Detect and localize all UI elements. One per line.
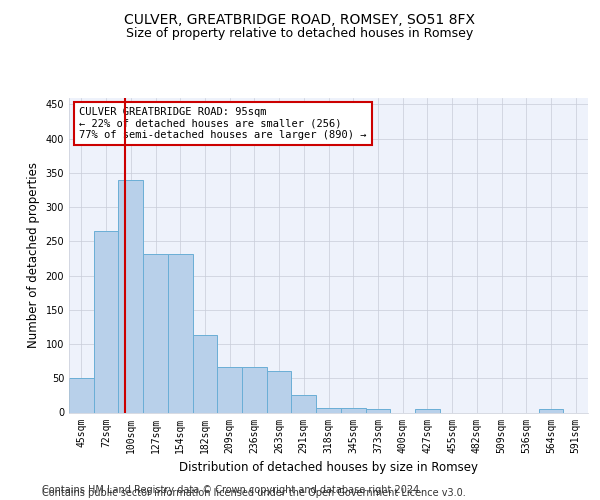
Text: Contains public sector information licensed under the Open Government Licence v3: Contains public sector information licen… — [42, 488, 466, 498]
Bar — [415, 409, 440, 412]
Y-axis label: Number of detached properties: Number of detached properties — [27, 162, 40, 348]
Bar — [539, 409, 563, 412]
Bar — [94, 231, 118, 412]
Bar — [168, 254, 193, 412]
Bar — [143, 254, 168, 412]
Text: CULVER GREATBRIDGE ROAD: 95sqm
← 22% of detached houses are smaller (256)
77% of: CULVER GREATBRIDGE ROAD: 95sqm ← 22% of … — [79, 107, 367, 140]
Bar — [316, 408, 341, 412]
Bar — [118, 180, 143, 412]
Bar — [69, 378, 94, 412]
Bar — [267, 370, 292, 412]
Text: Size of property relative to detached houses in Romsey: Size of property relative to detached ho… — [127, 28, 473, 40]
Bar — [341, 408, 365, 412]
Bar — [292, 396, 316, 412]
Text: CULVER, GREATBRIDGE ROAD, ROMSEY, SO51 8FX: CULVER, GREATBRIDGE ROAD, ROMSEY, SO51 8… — [125, 12, 476, 26]
Text: Contains HM Land Registry data © Crown copyright and database right 2024.: Contains HM Land Registry data © Crown c… — [42, 485, 422, 495]
X-axis label: Distribution of detached houses by size in Romsey: Distribution of detached houses by size … — [179, 461, 478, 474]
Bar — [193, 335, 217, 412]
Bar — [217, 366, 242, 412]
Bar — [365, 409, 390, 412]
Bar — [242, 366, 267, 412]
